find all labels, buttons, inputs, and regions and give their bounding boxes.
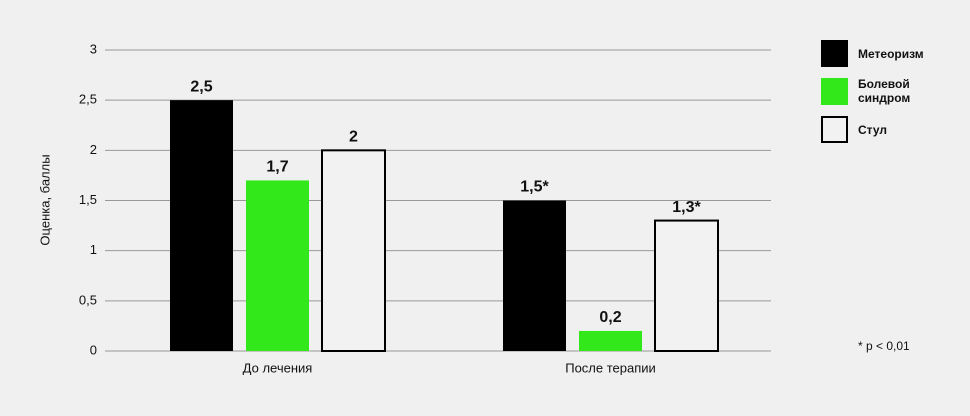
bar [170,100,233,352]
value-label: 0,2 [599,309,621,326]
legend-swatch [821,77,848,105]
y-tick-label: 3 [90,41,97,56]
value-label: 2 [349,129,358,146]
legend-swatch [821,40,848,67]
legend-label: Метеоризм [858,46,924,61]
legend-label: Болевой синдром [858,77,911,105]
value-label: 2,5 [190,78,212,95]
legend-label: Стул [858,122,887,137]
bar [654,219,719,352]
legend-swatch [821,116,848,143]
value-label: 1,7 [266,159,288,176]
y-tick-label: 1,5 [79,192,97,207]
y-tick-label: 0 [90,342,97,357]
bar [246,180,309,351]
bar [503,200,566,351]
value-label: 1,5* [520,179,549,196]
bar [321,149,386,352]
legend-item: Стул [821,116,938,143]
legend-item: Метеоризм [821,40,938,67]
legend-item: Болевой синдром [821,77,938,105]
y-tick-label: 1 [90,242,97,257]
y-axis-label: Оценка, баллы [37,154,52,245]
bar [579,330,642,351]
annotation: * p < 0,01 [858,339,910,353]
y-tick-label: 2,5 [79,92,97,107]
value-label: 1,3* [672,199,701,216]
x-tick-label: После терапии [565,360,656,375]
y-tick-label: 2 [90,142,97,157]
y-tick-label: 0,5 [79,292,97,307]
x-tick-label: До лечения [243,360,313,375]
